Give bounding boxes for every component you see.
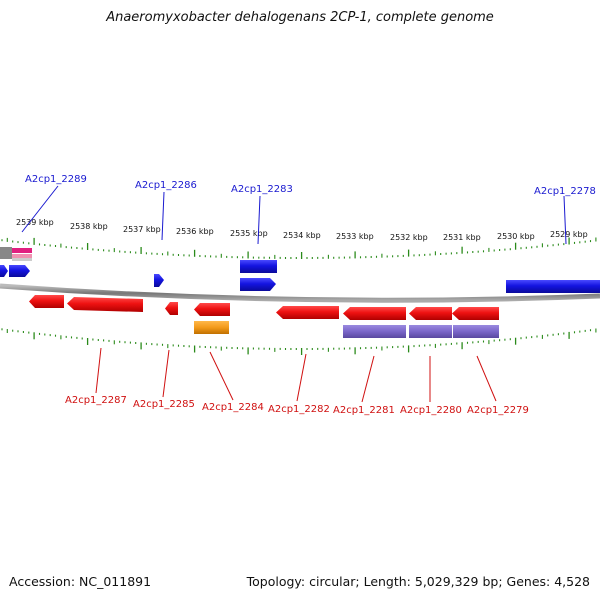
reverse-gene[interactable]	[194, 303, 230, 316]
gene-label[interactable]: A2cp1_2289	[25, 174, 87, 185]
forward-gene[interactable]	[154, 274, 164, 287]
forward-gene[interactable]	[240, 278, 276, 291]
gene-label[interactable]: A2cp1_2279	[467, 405, 529, 416]
genome-summary-text: Topology: circular; Length: 5,029,329 bp…	[246, 574, 590, 589]
gray-feature[interactable]	[0, 247, 12, 259]
scale-label: 2536 kbp	[176, 227, 214, 236]
gene-label[interactable]: A2cp1_2285	[133, 399, 195, 410]
top-leader-lines	[21, 185, 567, 245]
scale-label: 2530 kbp	[497, 232, 535, 241]
reverse-gene[interactable]	[165, 302, 178, 315]
gene-label[interactable]: A2cp1_2282	[268, 404, 330, 415]
genome-backbone	[0, 283, 600, 303]
purple-feature[interactable]	[343, 325, 406, 338]
forward-genes	[0, 260, 600, 293]
gene-label[interactable]: A2cp1_2278	[534, 186, 596, 197]
purple-feature[interactable]	[453, 325, 499, 338]
top-gene-labels: A2cp1_2289 A2cp1_2286 A2cp1_2283 A2cp1_2…	[25, 174, 596, 197]
reverse-gene[interactable]	[409, 307, 452, 320]
top-tick-row	[1, 237, 597, 259]
purple-feature[interactable]	[409, 325, 452, 338]
reverse-gene[interactable]	[67, 297, 143, 312]
scale-label: 2532 kbp	[390, 233, 428, 242]
map-title: Anaeromyxobacter dehalogenans 2CP-1, com…	[106, 10, 494, 25]
reverse-genes	[29, 295, 499, 320]
gene-label[interactable]: A2cp1_2281	[333, 405, 395, 416]
scale-label: 2538 kbp	[70, 222, 108, 231]
reverse-gene[interactable]	[276, 306, 339, 319]
gene-label[interactable]: A2cp1_2283	[231, 184, 293, 195]
magenta-feature[interactable]	[12, 248, 32, 253]
forward-gene[interactable]	[506, 280, 600, 293]
gene-label[interactable]: A2cp1_2284	[202, 402, 264, 413]
scale-label: 2539 kbp	[16, 218, 54, 227]
scale-label: 2531 kbp	[443, 233, 481, 242]
forward-gene[interactable]	[240, 260, 277, 273]
accession-text: Accession: NC_011891	[9, 574, 152, 589]
reverse-gene[interactable]	[29, 295, 64, 308]
bottom-leader-lines	[95, 347, 497, 403]
bottom-tick-row	[1, 328, 597, 355]
forward-gene[interactable]	[9, 265, 30, 277]
scale-labels: 2539 kbp 2538 kbp 2537 kbp 2536 kbp 2535…	[16, 218, 588, 242]
forward-gene[interactable]	[0, 265, 8, 277]
reverse-gene[interactable]	[452, 307, 499, 320]
scale-label: 2534 kbp	[283, 231, 321, 240]
scale-label: 2535 kbp	[230, 229, 268, 238]
silver-feature[interactable]	[12, 258, 32, 261]
gene-label[interactable]: A2cp1_2286	[135, 180, 197, 191]
orange-feature[interactable]	[194, 321, 229, 334]
gene-label[interactable]: A2cp1_2280	[400, 405, 462, 416]
gene-label[interactable]: A2cp1_2287	[65, 395, 127, 406]
scale-label: 2529 kbp	[550, 230, 588, 239]
pink-feature[interactable]	[12, 254, 32, 258]
scale-label: 2537 kbp	[123, 225, 161, 234]
scale-label: 2533 kbp	[336, 232, 374, 241]
reverse-gene[interactable]	[343, 307, 406, 320]
bottom-gene-labels: A2cp1_2287 A2cp1_2285 A2cp1_2284 A2cp1_2…	[65, 395, 529, 416]
